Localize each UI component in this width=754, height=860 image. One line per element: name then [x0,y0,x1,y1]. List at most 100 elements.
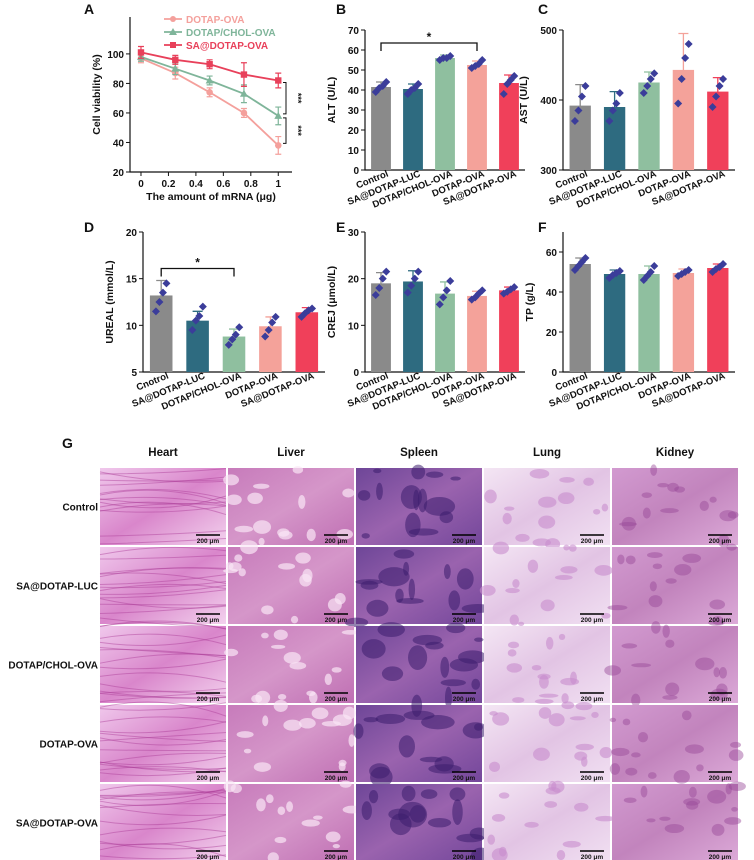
tissue-texture [609,763,621,775]
tissue-texture [647,552,663,558]
significance-label: *** [293,125,303,136]
tissue-texture [619,521,637,527]
y-tick-label: 5 [131,368,137,379]
panel-label: C [538,1,548,17]
tissue-texture [568,544,577,552]
scale-bar-label: 200 μm [581,696,604,703]
histology-image: 200 μm [99,620,227,703]
tissue-texture [99,749,227,752]
data-point [158,288,167,297]
tissue-texture [560,566,578,574]
data-point [410,274,419,283]
data-point [446,52,455,60]
tissue-texture [99,620,227,630]
scale-bar-label: 200 μm [197,538,220,545]
tissue-texture [393,549,415,559]
histology-image: 200 μm [99,784,227,860]
row-label: SA@DOTAP-LUC [16,582,98,593]
tissue-texture [515,533,530,542]
tissue-texture [591,711,599,718]
tissue-texture [341,630,360,635]
tissue-texture [601,503,609,512]
tissue-texture [99,803,227,809]
bar [295,312,319,372]
tissue-texture [301,819,320,827]
data-point [708,103,717,111]
y-tick-label: 15 [126,275,138,286]
tissue-texture [99,691,227,697]
scale-bar-label: 200 μm [709,696,732,703]
tissue-texture [611,747,630,757]
tissue-texture [427,818,452,828]
tissue-texture [313,815,323,820]
tissue-texture [99,701,227,717]
legend-marker [169,28,177,35]
tissue-texture [448,590,461,611]
tissue-texture [247,492,263,504]
tissue-texture [99,572,227,585]
tissue-texture [649,581,657,592]
tissue-texture [725,783,732,795]
tissue-texture [99,538,227,545]
tissue-texture [267,852,279,860]
tissue-texture [537,673,551,680]
marker [206,61,213,68]
tissue-texture [621,516,637,531]
data-point [228,335,237,344]
tissue-texture [99,692,227,699]
row-label: DOTAP/CHOL-OVA [8,661,98,672]
tissue-texture [99,567,227,578]
tissue-texture [265,794,274,804]
tissue-texture [342,488,355,498]
error-bar [678,32,689,107]
tissue-texture [299,573,312,587]
tissue-texture [538,707,552,719]
tissue-texture [381,666,404,682]
scale-bar-label: 200 μm [325,854,348,860]
tissue-texture [292,466,304,474]
tissue-texture [728,781,746,792]
data-point [570,117,579,125]
tissue-texture [311,707,329,720]
tissue-texture [99,854,227,860]
y-tick-label: 300 [540,166,557,177]
y-tick-label: 40 [113,138,125,149]
bar [707,91,729,170]
tissue-texture [99,479,227,482]
y-tick-label: 60 [113,109,125,120]
histology-image: 200 μm [223,540,354,624]
marker [274,142,282,149]
y-axis-title: Cell viability (%) [91,54,103,135]
marker [171,64,180,72]
tissue-texture [286,801,294,812]
tissue-texture [709,496,717,503]
tissue-texture [376,482,383,501]
tissue [612,547,738,624]
data-point [674,99,683,108]
data-point [446,277,455,285]
tissue-texture [657,483,669,488]
tissue-texture [533,747,550,761]
tissue-texture [529,469,550,479]
tissue-texture [99,787,227,801]
data-point [478,286,487,295]
y-tick-label: 40 [546,288,558,299]
tissue-texture [277,693,287,700]
y-axis-title: AST (U/L) [518,76,530,124]
data-point [715,82,724,90]
tissue-texture [377,622,405,638]
bar [603,274,626,372]
data-point [510,72,519,80]
tissue-texture [99,634,227,647]
y-tick-label: 30 [348,228,360,239]
tissue-texture [637,732,649,743]
tissue-texture [425,471,444,478]
tissue [100,705,226,782]
panel-label: G [62,435,73,451]
tissue-texture [531,664,542,671]
tissue-texture [462,722,489,739]
tissue-texture [99,752,227,764]
data-point [308,304,317,313]
scale-bar-label: 200 μm [453,617,476,624]
data-point [435,300,444,309]
